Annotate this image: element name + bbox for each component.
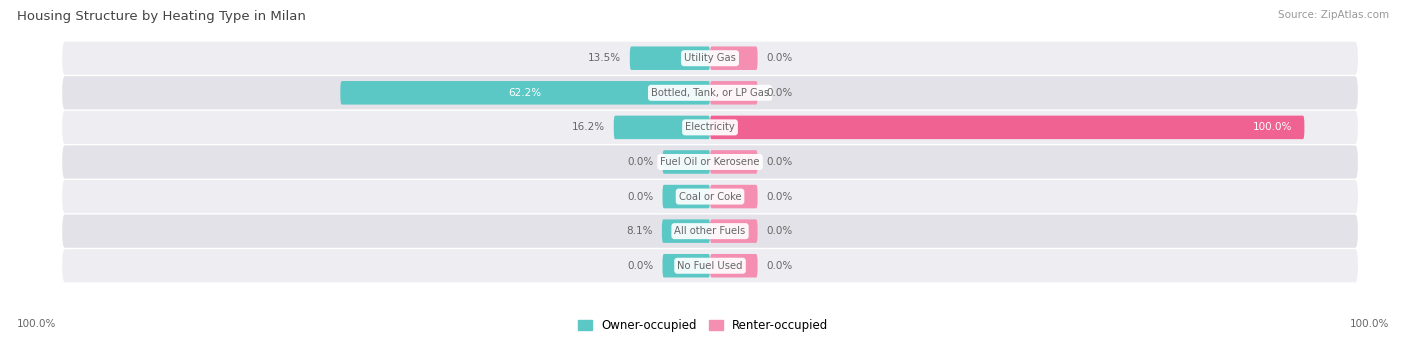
FancyBboxPatch shape (62, 111, 1358, 144)
FancyBboxPatch shape (662, 185, 710, 208)
Text: 0.0%: 0.0% (627, 157, 654, 167)
Text: Fuel Oil or Kerosene: Fuel Oil or Kerosene (661, 157, 759, 167)
Text: 0.0%: 0.0% (627, 261, 654, 271)
Text: Electricity: Electricity (685, 122, 735, 132)
Text: Utility Gas: Utility Gas (685, 53, 735, 63)
FancyBboxPatch shape (62, 214, 1358, 248)
Text: 100.0%: 100.0% (1253, 122, 1292, 132)
Text: 8.1%: 8.1% (627, 226, 652, 236)
Text: Housing Structure by Heating Type in Milan: Housing Structure by Heating Type in Mil… (17, 10, 305, 23)
FancyBboxPatch shape (62, 76, 1358, 109)
FancyBboxPatch shape (710, 219, 758, 243)
FancyBboxPatch shape (662, 150, 710, 174)
FancyBboxPatch shape (710, 254, 758, 278)
FancyBboxPatch shape (710, 116, 1305, 139)
Text: Coal or Coke: Coal or Coke (679, 192, 741, 202)
FancyBboxPatch shape (710, 46, 758, 70)
Text: All other Fuels: All other Fuels (675, 226, 745, 236)
Text: 0.0%: 0.0% (766, 226, 793, 236)
Text: No Fuel Used: No Fuel Used (678, 261, 742, 271)
FancyBboxPatch shape (630, 46, 710, 70)
FancyBboxPatch shape (340, 81, 710, 105)
FancyBboxPatch shape (614, 116, 710, 139)
Text: 100.0%: 100.0% (1350, 319, 1389, 329)
FancyBboxPatch shape (62, 145, 1358, 179)
FancyBboxPatch shape (662, 254, 710, 278)
Text: Bottled, Tank, or LP Gas: Bottled, Tank, or LP Gas (651, 88, 769, 98)
Text: 62.2%: 62.2% (509, 88, 541, 98)
Text: 13.5%: 13.5% (588, 53, 621, 63)
FancyBboxPatch shape (62, 249, 1358, 282)
Text: 0.0%: 0.0% (766, 53, 793, 63)
Text: 0.0%: 0.0% (627, 192, 654, 202)
Text: 100.0%: 100.0% (17, 319, 56, 329)
Text: 0.0%: 0.0% (766, 192, 793, 202)
FancyBboxPatch shape (710, 150, 758, 174)
FancyBboxPatch shape (62, 180, 1358, 213)
FancyBboxPatch shape (62, 42, 1358, 75)
Text: 0.0%: 0.0% (766, 157, 793, 167)
FancyBboxPatch shape (710, 185, 758, 208)
Text: Source: ZipAtlas.com: Source: ZipAtlas.com (1278, 10, 1389, 20)
Text: 0.0%: 0.0% (766, 261, 793, 271)
Legend: Owner-occupied, Renter-occupied: Owner-occupied, Renter-occupied (578, 319, 828, 332)
FancyBboxPatch shape (662, 219, 710, 243)
Text: 0.0%: 0.0% (766, 88, 793, 98)
Text: 16.2%: 16.2% (572, 122, 605, 132)
FancyBboxPatch shape (710, 81, 758, 105)
